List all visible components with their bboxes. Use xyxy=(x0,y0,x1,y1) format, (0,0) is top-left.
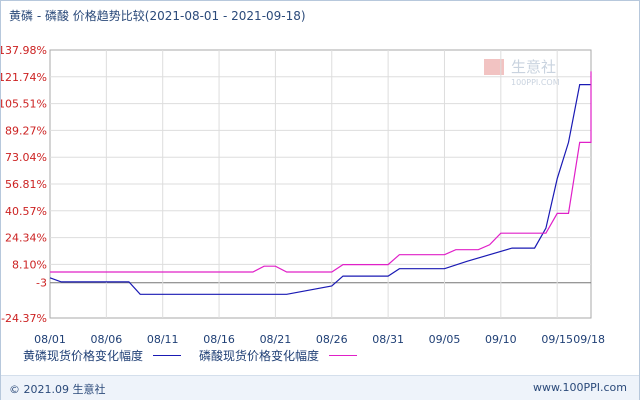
x-tick-label: 08/26 xyxy=(316,333,348,346)
y-tick-label: 89.27% xyxy=(5,124,47,137)
x-tick-label: 09/18 xyxy=(573,333,605,346)
watermark-text: 生意社 xyxy=(511,58,556,76)
legend-label-series1: 黄磷现货价格变化幅度 xyxy=(23,349,144,363)
legend-item-series1: 黄磷现货价格变化幅度 xyxy=(23,347,182,364)
y-tick-label: 73.04% xyxy=(5,151,47,164)
x-tick-label: 08/31 xyxy=(372,333,404,346)
watermark-url: 100PPI.COM xyxy=(511,78,560,87)
x-tick-label: 09/05 xyxy=(429,333,461,346)
x-tick-label: 08/01 xyxy=(34,333,66,346)
y-tick-label: 24.34% xyxy=(5,232,47,245)
y-tick-label: -24.37% xyxy=(1,312,47,325)
y-tick-label: 137.98% xyxy=(1,44,47,57)
watermark-logo-icon xyxy=(484,59,504,75)
y-tick-label: 121.74% xyxy=(1,71,47,84)
x-tick-label: 09/15 xyxy=(541,333,573,346)
series-line-2 xyxy=(50,71,592,273)
legend-item-series2: 磷酸现货价格变化幅度 xyxy=(199,347,358,364)
legend-swatch-series1 xyxy=(153,355,182,356)
footer-copyright: © 2021.09 生意社 xyxy=(9,383,106,396)
legend-label-series2: 磷酸现货价格变化幅度 xyxy=(199,349,320,363)
chart-title: 黄磷 - 磷酸 价格趋势比较(2021-08-01 - 2021-09-18) xyxy=(9,9,306,23)
x-tick-label: 09/10 xyxy=(485,333,517,346)
y-tick-label: 40.57% xyxy=(5,205,47,218)
x-tick-label: 08/16 xyxy=(203,333,235,346)
legend-swatch-series2 xyxy=(329,355,358,356)
y-tick-label: -3 xyxy=(36,277,47,290)
series-line-1 xyxy=(49,83,591,295)
y-tick-label: 105.51% xyxy=(1,98,47,111)
x-tick-label: 08/06 xyxy=(91,333,123,346)
x-tick-label: 08/21 xyxy=(260,333,292,346)
footer-site-link[interactable]: www.100PPI.com xyxy=(533,381,627,394)
y-tick-label: 8.10% xyxy=(12,258,47,271)
x-tick-label: 08/11 xyxy=(147,333,179,346)
y-tick-label: 56.81% xyxy=(5,178,47,191)
footer: © 2021.09 生意社 www.100PPI.com xyxy=(1,375,639,400)
